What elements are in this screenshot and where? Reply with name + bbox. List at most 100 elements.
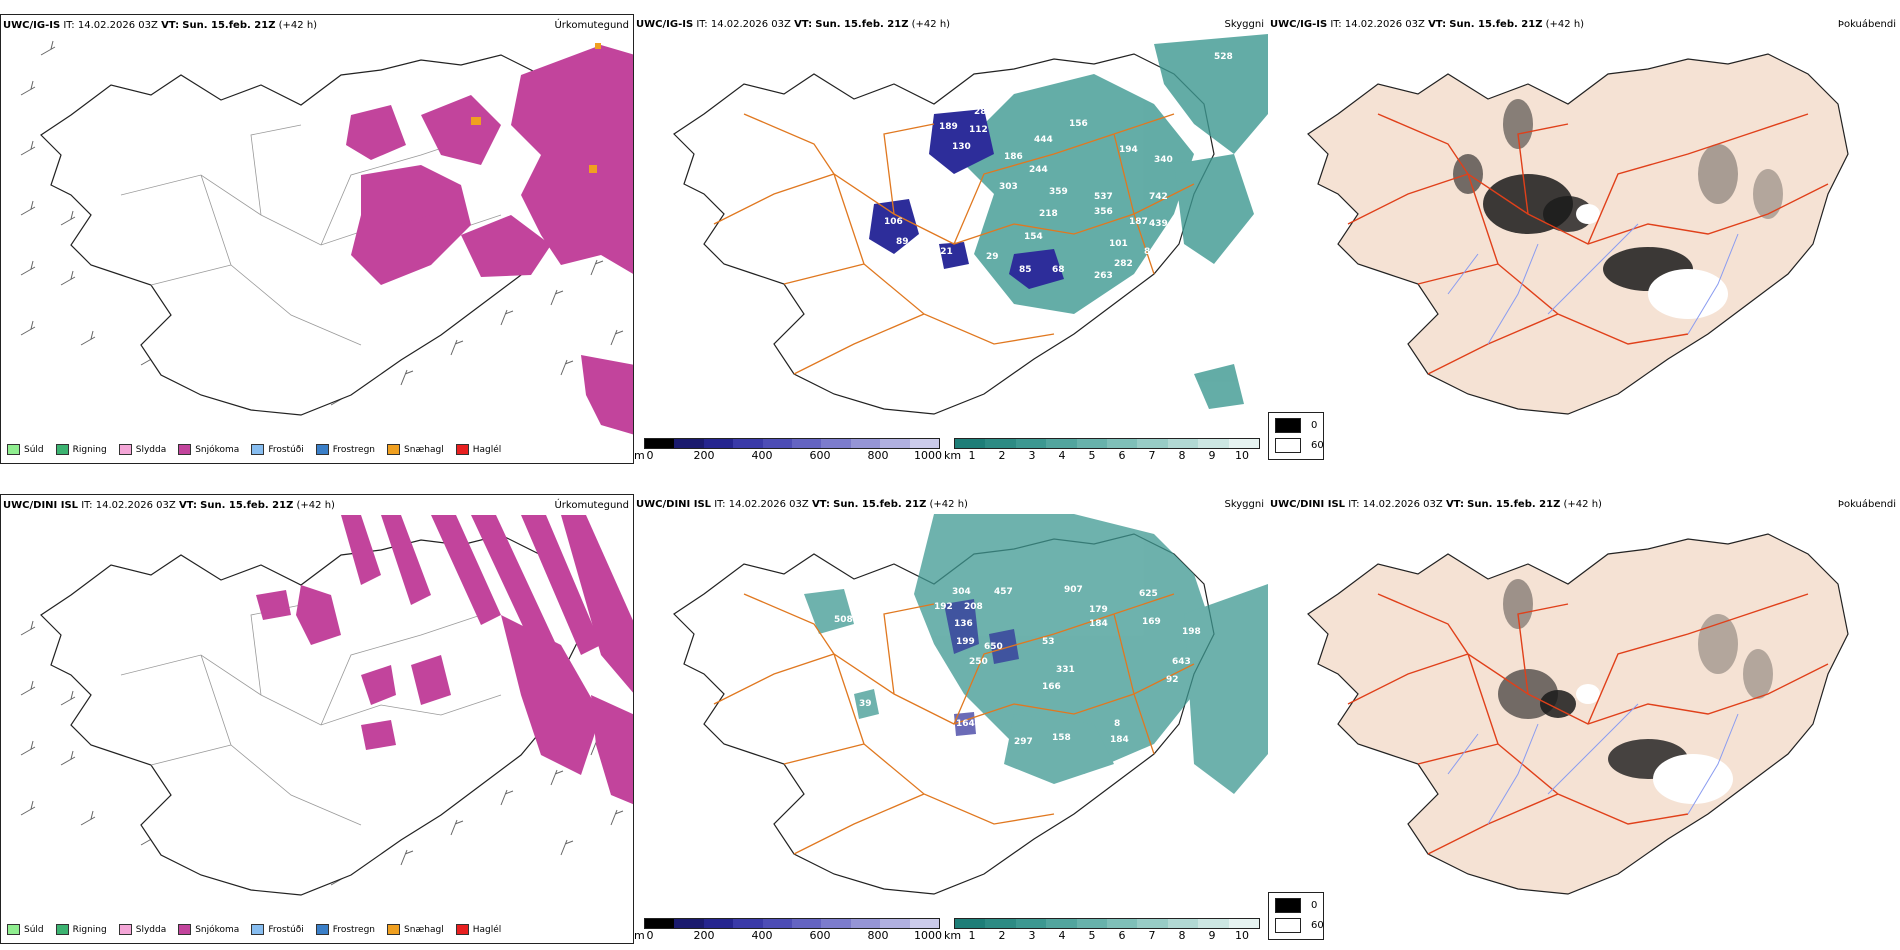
value-label: 282 xyxy=(1114,259,1133,269)
legend-item-hail: Haglél xyxy=(455,924,501,935)
fog-legend-item: 60 xyxy=(1275,918,1324,933)
value-label: 179 xyxy=(1089,605,1108,615)
rivers xyxy=(1447,703,1739,825)
value-label: 130 xyxy=(952,142,971,152)
value-label: 85 xyxy=(1019,265,1032,275)
map-iceland-fog-dini xyxy=(1307,533,1849,895)
legend-item-hail: Haglél xyxy=(455,444,501,455)
value-label: 158 xyxy=(1052,733,1071,743)
value-label: 169 xyxy=(1142,617,1161,627)
snowfall-areas xyxy=(346,45,633,435)
precip-legend: Súld Rigning Slydda Snjókoma Frostúði Fr… xyxy=(7,924,501,935)
value-label: 156 xyxy=(1069,119,1088,129)
value-label: 136 xyxy=(954,619,973,629)
road-network xyxy=(1347,113,1829,375)
value-label: 444 xyxy=(1034,135,1053,145)
value-label: 112 xyxy=(969,125,988,135)
cloud-base-values: 189 112 130 280 186 303 156 444 194 340 … xyxy=(872,52,1233,281)
visibility-colorbar: km 1 2 3 4 5 6 7 8 9 10 xyxy=(944,918,1268,944)
fog-legend-item: 60 xyxy=(1275,438,1324,453)
value-label: 198 xyxy=(1182,627,1201,637)
swatch xyxy=(7,924,20,935)
map-iceland-fog-igis xyxy=(1307,53,1849,415)
value-label: 199 xyxy=(956,637,975,647)
snowfall-bands xyxy=(256,515,633,805)
panel-title: UWC/IG-IS IT: 14.02.2026 03Z VT: Sun. 15… xyxy=(1270,19,1585,30)
road-network xyxy=(1347,593,1829,855)
swatch xyxy=(315,444,329,455)
value-label: 885 xyxy=(1144,247,1163,257)
visibility-colorbar: km 1 2 3 4 5 6 7 8 9 10 xyxy=(944,438,1268,464)
fog-clear-areas xyxy=(1576,204,1728,319)
swatch xyxy=(251,924,265,935)
panel-name: Úrkomutegund xyxy=(554,20,629,31)
fog-legend-item: 0 xyxy=(1275,898,1317,913)
value-label: 244 xyxy=(1029,165,1048,175)
legend-item-rain: Rigning xyxy=(55,444,107,455)
value-label: 92 xyxy=(1166,675,1179,685)
value-label: 359 xyxy=(1049,187,1068,197)
value-label: 121 xyxy=(934,247,953,257)
cloud-base-values: 304 192 208 457 907 179 184 625 169 198 … xyxy=(834,585,1201,747)
legend-item-sleet: Slydda xyxy=(118,444,166,455)
iceland-coastline xyxy=(40,534,582,896)
legend-item-snow: Snjókoma xyxy=(178,924,239,935)
swatch xyxy=(7,444,20,455)
value-label: 331 xyxy=(1056,665,1075,675)
panel-name: Þokuábendi xyxy=(1837,499,1896,510)
legend-item-freezing-rain: Frostregn xyxy=(315,444,375,455)
fog-clear-areas xyxy=(1576,684,1733,804)
value-label: 303 xyxy=(999,182,1018,192)
value-label: 101 xyxy=(1109,239,1128,249)
swatch xyxy=(55,924,69,935)
fog-legend: 0 60 xyxy=(1268,412,1324,460)
swatch xyxy=(387,924,401,935)
value-label: 537 xyxy=(1094,192,1113,202)
value-label: 29 xyxy=(986,252,999,262)
map-iceland-precip-igis xyxy=(20,40,633,435)
value-label: 907 xyxy=(1064,585,1083,595)
value-label: 280 xyxy=(974,107,993,117)
value-label: 166 xyxy=(1042,682,1061,692)
fog-legend: 0 60 xyxy=(1268,892,1324,940)
swatch xyxy=(55,444,69,455)
cloud-base-panel-igis: 189 112 130 280 186 303 156 444 194 340 … xyxy=(634,14,1268,464)
cloud-base-colorbar: m 0 200 400 600 800 1000 xyxy=(634,918,954,944)
value-label: 186 xyxy=(1004,152,1023,162)
colorbar-bar xyxy=(954,438,1260,449)
road-network xyxy=(120,604,502,826)
swatch xyxy=(178,924,192,935)
value-label: 250 xyxy=(969,657,988,667)
precip-legend: Súld Rigning Slydda Snjókoma Frostúði Fr… xyxy=(7,444,501,455)
road-network xyxy=(713,113,1195,375)
swatch xyxy=(251,444,265,455)
value-label: 340 xyxy=(1154,155,1173,165)
fog-dark-areas xyxy=(1498,579,1773,779)
value-label: 164 xyxy=(956,719,975,729)
colorbar-bar xyxy=(644,918,940,929)
swatch xyxy=(387,444,401,455)
fog-panel-igis: UWC/IG-IS IT: 14.02.2026 03Z VT: Sun. 15… xyxy=(1268,14,1900,464)
legend-item-freezing-rain: Frostregn xyxy=(315,924,375,935)
value-label: 8 xyxy=(1114,719,1120,729)
value-label: 184 xyxy=(1089,619,1108,629)
legend-item-graupel: Snæhagl xyxy=(387,924,444,935)
value-label: 51 xyxy=(872,187,885,197)
colorbar-unit: m xyxy=(634,449,645,462)
value-label: 508 xyxy=(834,615,853,625)
iceland-coastline xyxy=(1307,53,1849,415)
legend-item-freezing-drizzle: Frostúði xyxy=(251,924,304,935)
value-label: 187 xyxy=(1129,217,1148,227)
legend-item-freezing-drizzle: Frostúði xyxy=(251,444,304,455)
swatch xyxy=(455,444,469,455)
cloud-base-panel-dini: 304 192 208 457 907 179 184 625 169 198 … xyxy=(634,494,1268,944)
legend-item-drizzle: Súld xyxy=(7,444,44,455)
colorbar-unit: km xyxy=(944,929,962,942)
legend-item-drizzle: Súld xyxy=(7,924,44,935)
panel-title: UWC/DINI ISL IT: 14.02.2026 03Z VT: Sun.… xyxy=(636,499,968,510)
colorbar-bar xyxy=(954,918,1260,929)
iceland-coastline xyxy=(1307,533,1849,895)
value-label: 89 xyxy=(896,237,909,247)
panel-title: UWC/IG-IS IT: 14.02.2026 03Z VT: Sun. 15… xyxy=(636,19,951,30)
map-iceland-cloud-igis: 189 112 130 280 186 303 156 444 194 340 … xyxy=(673,34,1268,415)
